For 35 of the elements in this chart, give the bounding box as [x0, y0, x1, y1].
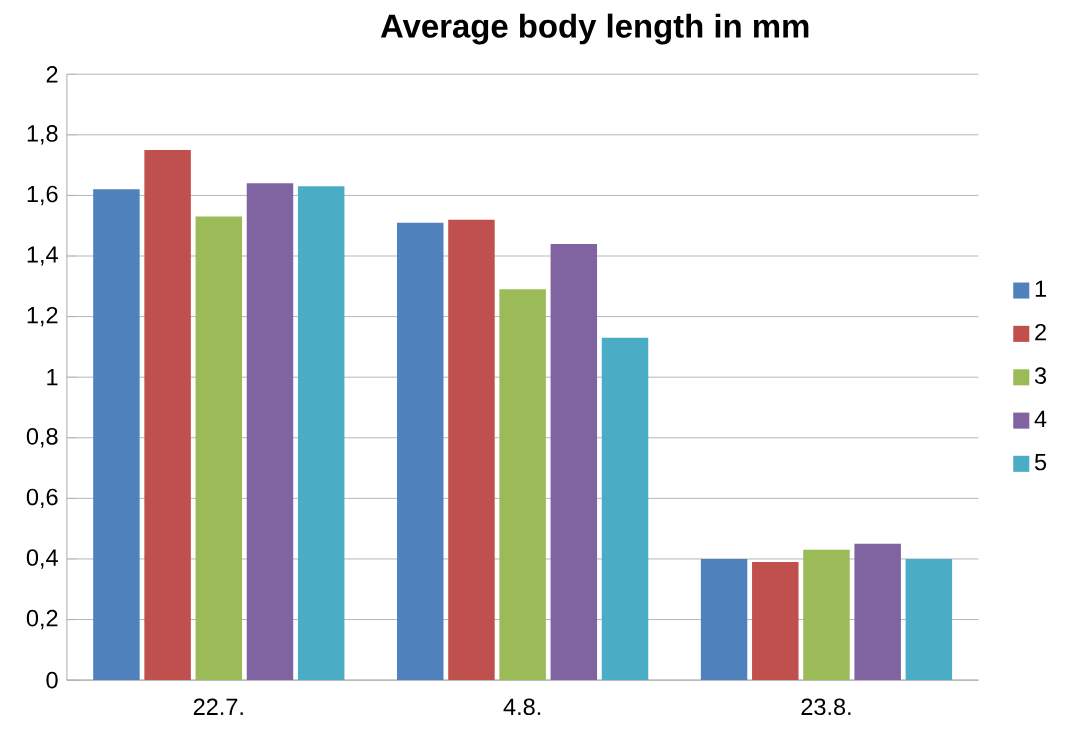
bar — [700, 558, 748, 681]
y-tick-label: 2 — [46, 66, 58, 83]
bar — [397, 222, 444, 681]
y-tick-label: 1,4 — [27, 246, 58, 266]
y-tick-label: 1,6 — [27, 185, 58, 206]
x-tick-label: 22.7. — [193, 698, 243, 715]
legend-label: 3 — [1034, 367, 1047, 384]
bar — [246, 183, 294, 681]
legend-label: 4 — [1034, 410, 1047, 427]
legend-label: 2 — [1035, 323, 1046, 341]
bar — [297, 186, 345, 681]
y-tick-label: 0 — [46, 671, 58, 689]
x-tick-label: 23.8. — [801, 698, 851, 716]
y-tick-label: 1,8 — [27, 125, 58, 145]
y-tick-label: 0,8 — [26, 428, 58, 448]
bar — [448, 219, 495, 681]
y-tick-label: 1 — [47, 369, 58, 386]
bar — [752, 562, 799, 681]
bar — [854, 543, 901, 681]
bar — [499, 289, 546, 681]
legend-label: 5 — [1034, 453, 1047, 471]
chart-title: Average body length in mm — [380, 13, 809, 45]
bar — [93, 189, 140, 681]
bar — [905, 558, 953, 681]
bar — [550, 243, 598, 681]
y-tick-label: 0,6 — [26, 488, 58, 509]
bar — [601, 337, 649, 681]
bar — [144, 149, 191, 681]
bar — [195, 216, 243, 681]
y-tick-label: 1,2 — [27, 306, 58, 327]
y-tick-label: 0,2 — [26, 609, 58, 630]
x-tick-label: 4.8. — [503, 698, 541, 716]
bar — [803, 549, 850, 681]
y-tick-label: 0,4 — [26, 549, 58, 569]
legend-label: 1 — [1035, 280, 1046, 297]
